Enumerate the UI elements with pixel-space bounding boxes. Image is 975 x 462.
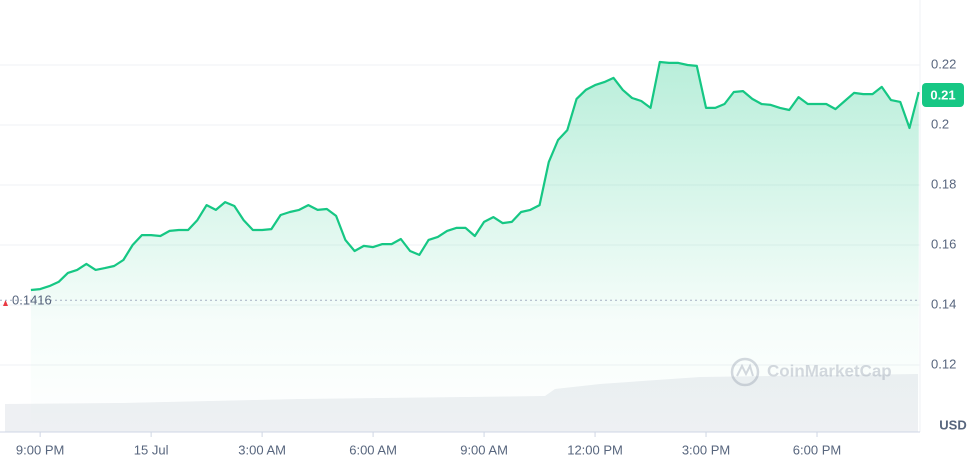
x-tick-label: 9:00 PM	[16, 442, 64, 457]
reference-label: 0.1416	[12, 293, 52, 308]
current-price-badge	[922, 83, 964, 107]
x-tick-label: 3:00 AM	[238, 442, 286, 457]
x-tick-label: 12:00 PM	[567, 442, 623, 457]
y-tick-label: 0.12	[931, 356, 956, 371]
x-tick-label: 9:00 AM	[460, 442, 508, 457]
watermark-text: CoinMarketCap	[767, 361, 892, 380]
x-tick-label: 3:00 PM	[682, 442, 730, 457]
y-tick-label: 0.18	[931, 176, 956, 191]
y-tick-label: 0.14	[931, 296, 956, 311]
currency-label: USD	[939, 417, 966, 432]
start-marker	[3, 300, 8, 306]
x-tick-label: 6:00 PM	[793, 442, 841, 457]
current-price-label: 0.21	[930, 87, 955, 102]
y-tick-label: 0.2	[931, 116, 949, 131]
y-tick-label: 0.16	[931, 236, 956, 251]
y-tick-label: 0.22	[931, 56, 956, 71]
price-line	[30, 60, 920, 292]
watermark: CoinMarketCap	[730, 357, 892, 387]
x-tick-label: 15 Jul	[134, 442, 169, 457]
price-area	[30, 62, 919, 431]
x-tick-label: 6:00 AM	[349, 442, 397, 457]
